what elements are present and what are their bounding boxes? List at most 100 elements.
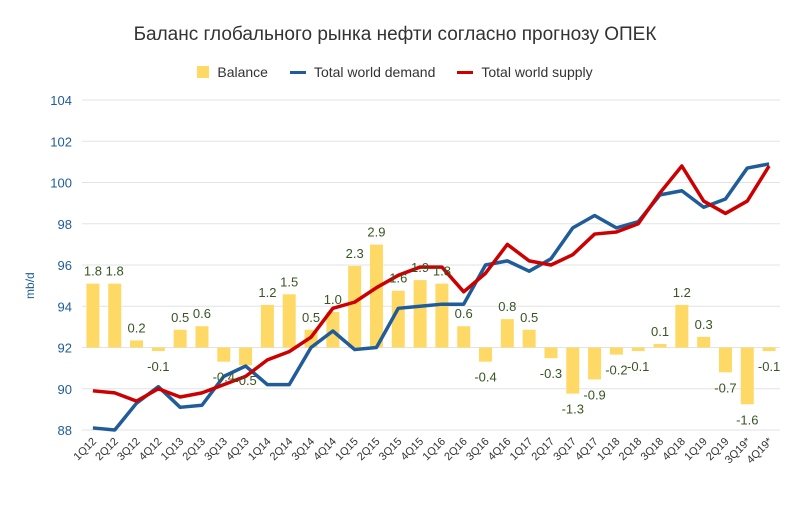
data-label: 0.5 xyxy=(302,310,320,325)
balance-bar xyxy=(479,347,493,362)
x-tick-label: 1Q13 xyxy=(159,436,187,464)
x-tick-label: 2Q18 xyxy=(617,436,645,464)
data-label: -0.1 xyxy=(627,359,649,374)
y-tick-label: 100 xyxy=(50,176,72,191)
x-tick-label: 2Q17 xyxy=(530,436,558,464)
balance-bar xyxy=(697,336,711,348)
x-tick-label: 4Q19* xyxy=(745,435,776,466)
balance-bar xyxy=(369,244,383,348)
data-label: 1.9 xyxy=(411,260,429,275)
balance-bar xyxy=(151,347,165,352)
y-tick-label: 102 xyxy=(50,134,72,149)
x-tick-label: 1Q14 xyxy=(246,436,274,464)
balance-bar xyxy=(566,347,580,394)
x-tick-label: 1Q17 xyxy=(508,436,536,464)
x-tick-label: 4Q16 xyxy=(486,436,514,464)
data-label: 0.3 xyxy=(695,317,713,332)
data-label: 1.2 xyxy=(258,285,276,300)
balance-bar xyxy=(435,283,449,348)
balance-bar xyxy=(282,294,296,348)
data-label: -0.5 xyxy=(234,373,256,388)
y-axis-label: mb/d xyxy=(23,272,37,299)
total-world-demand-line xyxy=(92,162,770,432)
balance-bar xyxy=(675,304,689,348)
balance-bar xyxy=(413,280,427,348)
y-tick-label: 90 xyxy=(58,382,72,397)
data-label: 2.3 xyxy=(346,246,364,261)
balance-bar xyxy=(195,326,209,348)
balance-bar xyxy=(740,347,754,405)
legend: Balance Total world demand Total world s… xyxy=(0,64,790,80)
x-tick-label: 3Q12 xyxy=(115,436,143,464)
legend-label: Balance xyxy=(217,64,268,80)
data-label: 1.2 xyxy=(673,285,691,300)
x-tick-label: 3Q17 xyxy=(551,436,579,464)
data-label: 1.6 xyxy=(389,271,407,286)
data-label: -0.7 xyxy=(714,380,736,395)
balance-bar xyxy=(544,347,558,359)
data-label: -0.2 xyxy=(605,363,627,378)
x-tick-label: 4Q15 xyxy=(399,436,427,464)
x-tick-label: 3Q15 xyxy=(377,436,405,464)
y-tick-label: 88 xyxy=(58,423,72,438)
balance-bar xyxy=(108,283,122,348)
data-label: 1.0 xyxy=(324,292,342,307)
data-label: -0.4 xyxy=(213,370,235,385)
x-tick-label: 4Q12 xyxy=(137,436,165,464)
data-label: -0.1 xyxy=(147,359,169,374)
balance-bar xyxy=(653,343,667,348)
data-label: 1.8 xyxy=(433,264,451,279)
data-label: -0.3 xyxy=(540,366,562,381)
legend-supply: Total world supply xyxy=(457,64,593,80)
balance-bar xyxy=(217,347,231,362)
legend-label: Total world demand xyxy=(313,64,436,80)
x-tick-label: 4Q17 xyxy=(573,436,601,464)
x-tick-label: 1Q18 xyxy=(595,436,623,464)
data-label: 0.5 xyxy=(171,310,189,325)
legend-swatch xyxy=(457,70,474,74)
balance-bar xyxy=(391,290,405,348)
balance-bar xyxy=(260,304,274,348)
legend-swatch xyxy=(197,66,210,78)
balance-bar xyxy=(588,347,602,380)
x-tick-label: 1Q19 xyxy=(682,436,710,464)
legend-demand: Total world demand xyxy=(289,64,436,80)
x-tick-label: 1Q12 xyxy=(72,436,100,464)
data-label: 1.5 xyxy=(280,274,298,289)
x-tick-label: 2Q13 xyxy=(181,436,209,464)
x-tick-label: 2Q16 xyxy=(442,436,470,464)
data-label: -1.3 xyxy=(562,402,584,417)
data-label: 2.9 xyxy=(367,225,385,240)
balance-bar xyxy=(348,265,362,348)
data-label: -1.6 xyxy=(736,412,758,427)
balance-bar xyxy=(130,340,144,348)
y-tick-label: 104 xyxy=(50,93,72,108)
x-tick-label: 3Q18 xyxy=(639,436,667,464)
y-tick-label: 94 xyxy=(58,299,72,314)
balance-bar xyxy=(762,347,776,352)
y-tick-label: 98 xyxy=(58,217,72,232)
balance-bar xyxy=(522,329,536,348)
data-label: -0.4 xyxy=(474,370,496,385)
data-label: 0.6 xyxy=(193,306,211,321)
balance-bar xyxy=(631,347,645,352)
y-tick-label: 92 xyxy=(58,341,72,356)
x-tick-label: 2Q15 xyxy=(355,436,383,464)
data-label: 0.8 xyxy=(498,299,516,314)
x-tick-label: 2Q14 xyxy=(268,436,296,464)
balance-bar xyxy=(500,319,514,348)
data-label: 1.8 xyxy=(84,264,102,279)
data-label: 0.2 xyxy=(127,320,145,335)
data-label: -0.9 xyxy=(583,387,605,402)
x-tick-label: 3Q14 xyxy=(290,436,318,464)
chart-title: Баланс глобального рынка нефти согласно … xyxy=(133,24,657,45)
balance-bar xyxy=(173,329,187,348)
balance-bar xyxy=(86,283,100,348)
x-tick-label: 1Q15 xyxy=(333,436,361,464)
x-tick-label: 4Q14 xyxy=(311,436,339,464)
balance-bar xyxy=(718,347,732,373)
x-tick-label: 3Q13 xyxy=(202,436,230,464)
balance-bar xyxy=(457,326,471,348)
